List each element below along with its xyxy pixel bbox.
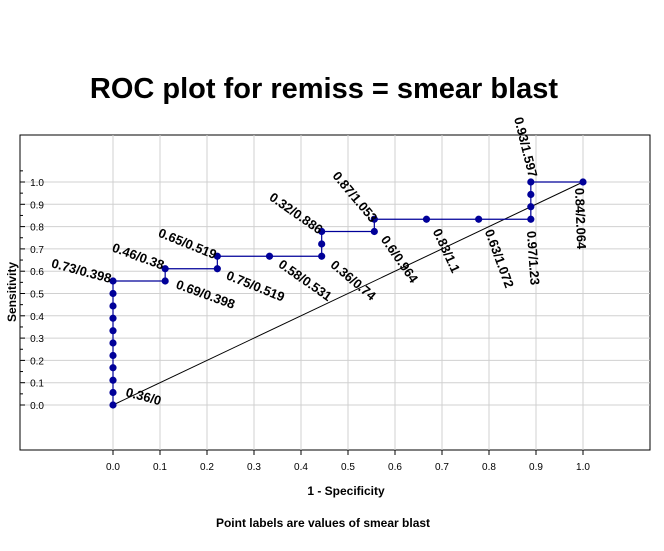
x-tick-label: 0.6 [388, 462, 402, 473]
roc-point [527, 203, 535, 211]
point-label: 0.46/0.38 [110, 240, 166, 273]
point-label: 0.65/0.519 [156, 225, 219, 262]
roc-point [527, 215, 535, 223]
x-tick-label: 0.5 [341, 462, 355, 473]
roc-point [370, 215, 378, 223]
point-label: 0.97/1.23 [524, 230, 543, 285]
point-label: 0.83/1.1 [430, 226, 463, 275]
roc-point [109, 277, 117, 285]
y-tick-label: 0.6 [30, 267, 44, 278]
y-tick-label: 0.1 [30, 379, 44, 390]
roc-point [213, 252, 221, 260]
roc-point [109, 376, 117, 384]
roc-point [318, 240, 326, 248]
point-label: 0.63/1.072 [482, 227, 517, 290]
x-tick-label: 0.0 [106, 462, 120, 473]
chart-title: ROC plot for remiss = smear blast [90, 73, 559, 105]
x-tick-label: 0.8 [482, 462, 496, 473]
roc-point [109, 314, 117, 322]
roc-point [579, 178, 587, 186]
roc-point [318, 252, 326, 260]
roc-point [109, 327, 117, 335]
roc-point [475, 215, 483, 223]
roc-point [370, 227, 378, 236]
roc-point [161, 265, 169, 273]
plot-frame [19, 134, 651, 451]
roc-curve [112, 181, 583, 405]
grid [20, 135, 650, 450]
point-label: 0.6/0.964 [378, 233, 422, 287]
y-tick-label: 0.0 [30, 401, 44, 412]
x-tick-label: 0.3 [247, 462, 261, 473]
y-tick-label: 0.4 [30, 312, 44, 323]
roc-point [161, 277, 169, 285]
roc-point [265, 252, 274, 260]
y-tick-label: 0.2 [30, 356, 44, 367]
point-label: 0.73/0.398 [50, 256, 113, 286]
x-tick-label: 0.4 [294, 462, 308, 473]
x-tick-label: 0.2 [200, 462, 214, 473]
y-tick-label: 1.0 [30, 178, 44, 189]
footnote: Point labels are values of smear blast [216, 516, 430, 530]
roc-point [109, 339, 117, 347]
x-tick-label: 1.0 [576, 462, 590, 473]
roc-point [422, 215, 431, 223]
y-tick-label: 0.5 [30, 290, 44, 301]
y-tick-label: 0.8 [30, 223, 44, 234]
point-label: 0.84/2.064 [572, 188, 589, 251]
y-tick-label: 0.3 [30, 334, 44, 345]
point-label: 0.58/0.531 [276, 256, 335, 304]
x-tick-label: 0.7 [435, 462, 449, 473]
roc-point [109, 401, 117, 409]
roc-point [109, 364, 117, 372]
roc-point [109, 351, 117, 360]
point-label: 0.87/1.053 [330, 168, 381, 225]
y-tick-label: 0.7 [30, 245, 44, 256]
roc-point [527, 190, 535, 199]
point-label: 0.36/0.74 [328, 257, 380, 304]
roc-point [318, 227, 326, 236]
roc-point [213, 265, 221, 273]
roc-point [109, 289, 117, 298]
roc-point [109, 302, 117, 310]
point-label: 0.32/0.886 [267, 189, 326, 237]
roc-point [527, 178, 535, 186]
x-axis-label: 1 - Specificity [307, 484, 385, 498]
axis-ticks: 0.0 0.1 0.2 0.3 0.4 0.5 0.6 0.7 0.8 0.9 1.0 0.0 0.1 0… [20, 170, 590, 473]
y-axis-label: Sensitivity [5, 262, 19, 322]
x-tick-label: 0.9 [529, 462, 543, 473]
roc-points [109, 178, 587, 409]
roc-point [109, 388, 117, 397]
x-tick-label: 0.1 [153, 462, 167, 473]
point-labels: 0.36/00.73/0.3980.46/0.380.69/0.3980.65/… [50, 115, 589, 408]
y-tick-label: 0.9 [30, 200, 44, 211]
